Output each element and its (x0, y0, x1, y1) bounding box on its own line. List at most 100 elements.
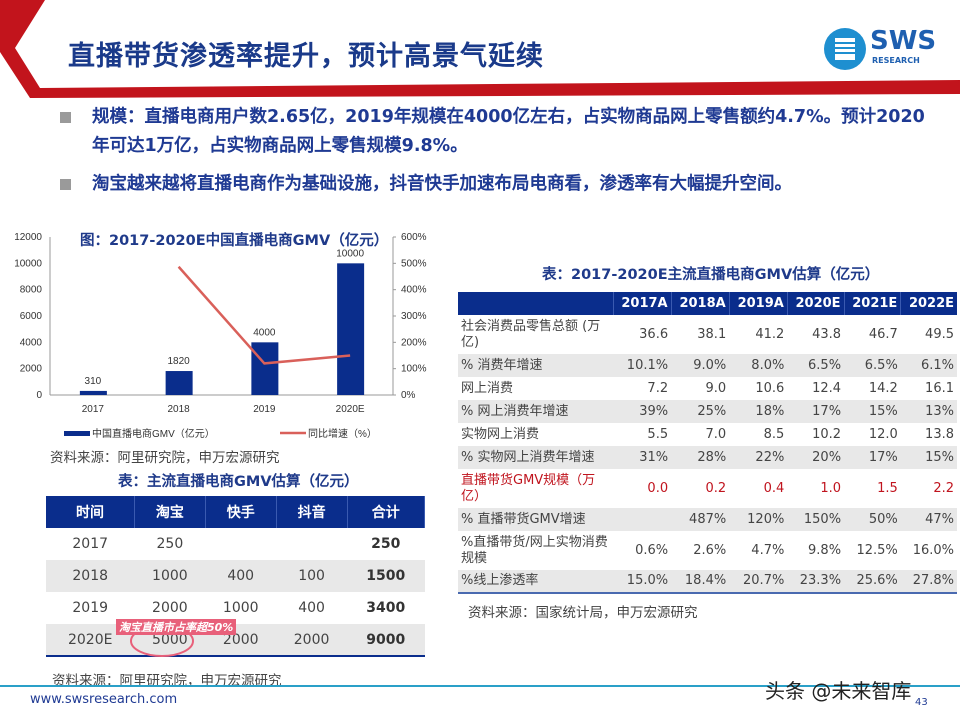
table-cell: 10.6 (755, 380, 785, 396)
table-cell: 15% (900, 446, 957, 469)
y-right-tick: 300% (401, 311, 427, 322)
chart-title: 图：2017-2020E中国直播电商GMV（亿元） (80, 233, 389, 249)
table-cell: 13% (900, 400, 957, 423)
y-left-tick: 10000 (14, 258, 42, 269)
table-row: 网上消费 7.2 9.0 10.6 12.4 14.2 16.1 (458, 377, 957, 400)
table-row: 2018 1000 400 100 1500 (46, 560, 425, 592)
row-label: % 消费年增速 (458, 354, 613, 377)
table-cell: 0.6% (635, 542, 669, 558)
y-left-tick: 4000 (20, 337, 43, 348)
table-cell: 1500 (347, 560, 425, 592)
table-row: % 消费年增速 10.1% 9.0% 8.0% 6.5% 6.5% 6.1% (458, 354, 957, 377)
table-cell: 20% (787, 446, 845, 469)
table-cell: 1000 (134, 560, 206, 592)
table-cell: 4.7% (751, 542, 785, 558)
bar (251, 342, 279, 395)
table-cell: 7.2 (647, 380, 669, 396)
col-header: 时间 (46, 496, 135, 528)
row-label: 网上消费 (461, 380, 514, 396)
table-cell: 7.0 (705, 426, 727, 442)
col-header: 2022E (900, 292, 957, 315)
header-banner (0, 0, 960, 98)
col-header: 快手 (205, 496, 277, 528)
table-cell: 47% (900, 508, 957, 531)
table-cell: 12.5% (856, 542, 898, 558)
table-cell: 6.5% (844, 354, 901, 377)
table-cell: 25.6% (844, 570, 901, 593)
table-cell: 1.0 (820, 480, 842, 496)
table-cell: 2020E (46, 624, 135, 656)
table-cell: 46.7 (868, 326, 898, 342)
bullet-taobao: 淘宝越来越将直播电商作为基础设施，抖音快手加速布局电商看，渗透率有大幅提升空间。 (60, 170, 940, 199)
table-cell: 36.6 (639, 326, 669, 342)
table-cell: 487% (671, 508, 730, 531)
y-left-tick: 2000 (20, 364, 43, 375)
y-right-tick: 0% (401, 390, 416, 401)
table-cell: 100 (276, 560, 348, 592)
table-cell (613, 508, 672, 531)
chart-source: 资料来源：阿里研究院，申万宏源研究 (50, 450, 280, 466)
table-cell: 0.2 (705, 480, 727, 496)
y-right-tick: 200% (401, 337, 427, 348)
y-right-tick: 500% (401, 258, 427, 269)
table-cell: 18% (729, 400, 788, 423)
livestream-gmv-estimate-table: 2017A 2018A 2019A 2020E 2021E 2022E 社会消费品零售总额… (458, 292, 957, 594)
col-header: 淘宝 (134, 496, 206, 528)
table-cell: 8.0% (729, 354, 788, 377)
data-label: 10000 (336, 248, 364, 259)
page-number: 43 (915, 697, 928, 708)
table-cell: 9000 (347, 624, 425, 656)
col-header: 抖音 (276, 496, 348, 528)
table-cell: 2017 (72, 536, 109, 552)
col-header: 2021E (843, 292, 901, 315)
col-header: 合计 (347, 496, 426, 528)
table-cell: 2018 (46, 560, 135, 592)
right-table-title: 表：2017-2020E主流直播电商GMV估算（亿元） (542, 267, 880, 283)
row-label: 直播带货GMV规模（万亿） (461, 472, 596, 504)
col-header: 2018A (670, 292, 730, 315)
data-label: 1820 (168, 356, 191, 367)
table-cell: 12.0 (868, 426, 898, 442)
legend-bar-label: 中国直播电商GMV（亿元） (92, 427, 215, 440)
x-tick: 2018 (168, 404, 191, 415)
table-cell: 1.5 (877, 480, 898, 496)
gmv-chart: 0 2000 4000 6000 8000 10000 12000 0% 100% 200% 300… (14, 232, 427, 440)
col-header: 2019A (728, 292, 788, 315)
y-right-tick: 100% (401, 364, 427, 375)
table-cell: 9.0 (705, 380, 727, 396)
table-cell: 8.5 (763, 426, 785, 442)
table-cell: 39% (613, 400, 672, 423)
logo-subtext: RESEARCH (872, 56, 920, 65)
table-cell: 25% (671, 400, 730, 423)
table-cell: 15% (844, 400, 901, 423)
table-cell: 2019 (72, 600, 109, 616)
table-row: % 直播带货GMV增速 487% 120% 150% 50% 47% (458, 508, 957, 531)
table-cell: 38.1 (697, 326, 727, 342)
table-cell: 22% (729, 446, 788, 469)
table-cell: 28% (671, 446, 730, 469)
table-cell: 2000 (152, 600, 188, 616)
watermark: 头条 @未来智库 (765, 679, 912, 703)
bar (79, 390, 107, 395)
row-label: %线上渗透率 (458, 570, 613, 593)
row-label: % 直播带货GMV增速 (458, 508, 613, 531)
table-row: 2017 250 250 (46, 528, 425, 560)
website-link[interactable]: www.swsresearch.com (30, 692, 178, 707)
table-cell: 17% (844, 446, 901, 469)
table-cell: 120% (729, 508, 788, 531)
y-left-tick: 6000 (20, 311, 43, 322)
y-left-tick: 8000 (20, 285, 43, 296)
y-right-tick: 600% (401, 232, 427, 243)
footer-divider (0, 685, 960, 687)
x-tick: 2019 (253, 404, 276, 415)
table-cell: 14.2 (868, 380, 898, 396)
table-row: 实物网上消费 5.5 7.0 8.5 10.2 12.0 13.8 (458, 423, 957, 446)
table-cell: 43.8 (812, 326, 842, 342)
table-cell: 2000 (276, 624, 348, 656)
table-cell: 50% (844, 508, 901, 531)
right-table-source: 资料来源：国家统计局，申万宏源研究 (468, 605, 698, 621)
col-header: 2020E (786, 292, 845, 315)
table-cell: 6.5% (787, 354, 845, 377)
table-cell (205, 528, 276, 560)
bar (165, 371, 193, 395)
